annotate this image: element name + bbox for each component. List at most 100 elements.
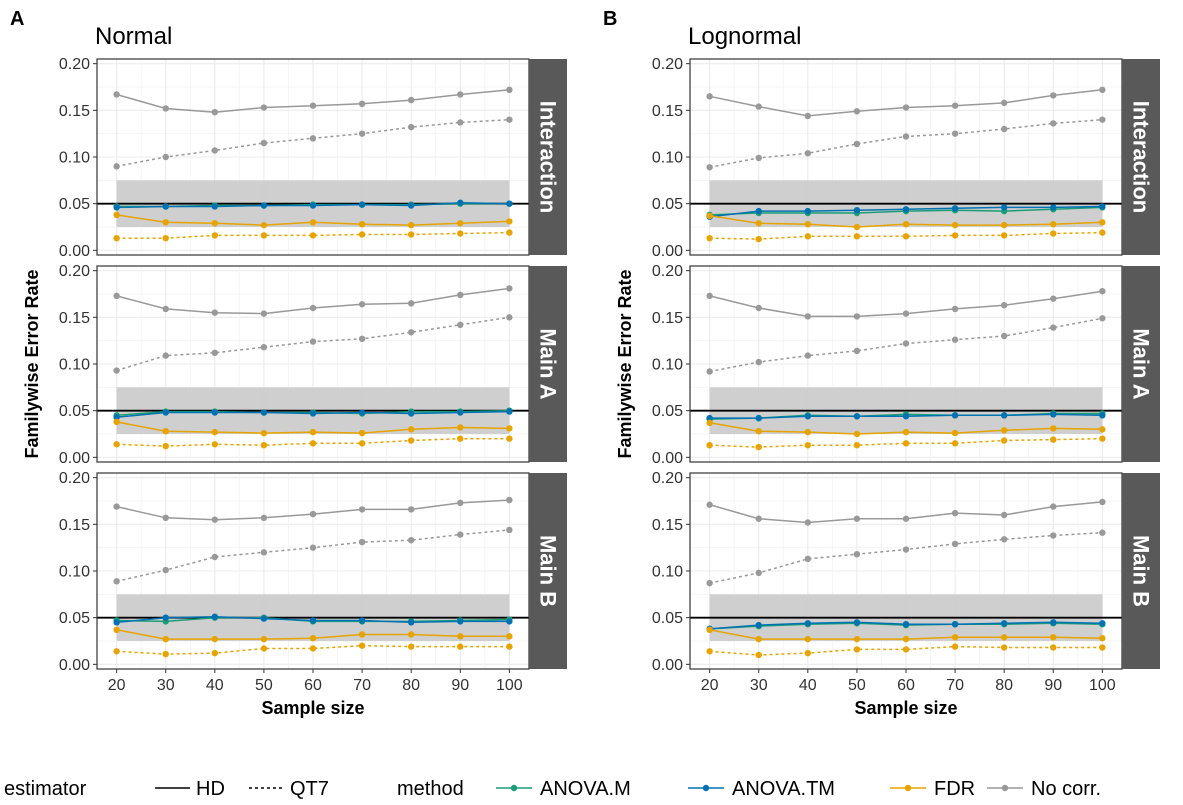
data-point	[1099, 86, 1106, 94]
series-no-corr-qt7	[113, 116, 513, 170]
data-point	[755, 207, 762, 215]
y-tick-label: 0.05	[59, 196, 90, 213]
data-point	[260, 442, 268, 449]
data-point	[113, 578, 120, 585]
data-point	[902, 515, 910, 522]
data-point	[358, 429, 366, 437]
y-axis-title: Familywise Error Rate	[615, 269, 635, 458]
data-point	[113, 418, 120, 426]
data-point	[1000, 332, 1008, 340]
data-point	[1050, 92, 1057, 99]
data-point	[309, 510, 317, 518]
data-point	[162, 566, 169, 574]
data-point	[113, 648, 120, 655]
data-point	[804, 620, 812, 627]
data-point	[853, 635, 861, 643]
data-point	[1050, 324, 1057, 331]
data-point	[1050, 503, 1057, 510]
data-point	[457, 409, 464, 416]
data-point	[113, 414, 120, 421]
y-tick-label: 0.10	[59, 150, 90, 167]
data-point	[1050, 295, 1057, 302]
data-point	[1050, 634, 1057, 641]
data-point	[951, 643, 959, 650]
y-tick-label: 0.00	[59, 657, 90, 674]
series-no-corr-hd	[113, 496, 513, 523]
facet-strip: Interaction	[1122, 59, 1160, 255]
x-tick-label: 50	[848, 677, 866, 694]
data-point	[309, 635, 317, 642]
data-point	[211, 553, 219, 561]
legend-point	[702, 784, 710, 792]
data-point	[506, 86, 513, 94]
y-tick-label: 0.20	[652, 470, 683, 487]
legend-title-estimator: estimator	[4, 778, 87, 800]
data-point	[407, 506, 415, 513]
facet-main-a: 0.00 0.05 0.10 0.15 0.20 Main A	[652, 263, 1160, 467]
y-tick-label: 0.15	[652, 517, 683, 534]
data-point	[358, 617, 366, 624]
x-tick-label: 20	[701, 677, 719, 694]
series-no-corr-qt7	[113, 314, 513, 374]
data-point	[309, 304, 317, 312]
data-point	[902, 133, 910, 140]
legend-key-anova-m: ANOVA.M	[496, 778, 631, 800]
data-point	[211, 649, 219, 657]
legend-title-method: method	[397, 778, 464, 800]
facet-strip: Main A	[529, 266, 567, 462]
data-point	[457, 321, 464, 328]
data-point	[162, 514, 169, 521]
data-point	[1099, 315, 1106, 322]
plots-layer: A Normal Familywise Error Rate 0.00 0.05 0.10…	[10, 8, 1160, 718]
data-point	[211, 635, 219, 643]
series-anova-tm-hd	[113, 408, 513, 421]
y-tick-label: 0.00	[652, 657, 683, 674]
panel-a: A Normal Familywise Error Rate 0.00 0.05 0.10…	[10, 8, 567, 718]
data-point	[309, 338, 317, 345]
x-tick-label: 100	[496, 677, 523, 694]
data-point	[309, 428, 317, 436]
data-point	[804, 150, 812, 157]
facet-strip: Interaction	[529, 59, 567, 255]
panel-title: Lognormal	[688, 23, 801, 50]
data-point	[1000, 302, 1008, 309]
data-point	[407, 619, 415, 626]
data-point	[162, 219, 169, 226]
data-point	[407, 231, 415, 238]
data-point	[358, 538, 366, 546]
data-point	[1000, 99, 1008, 107]
facet-strip: Main A	[1122, 266, 1160, 462]
y-tick-label: 0.15	[652, 310, 683, 327]
strip-label: Interaction	[536, 101, 561, 213]
data-point	[309, 135, 317, 142]
data-point	[113, 204, 120, 211]
series-fdr-hd	[113, 211, 513, 229]
data-point	[755, 358, 762, 366]
data-point	[804, 428, 812, 436]
data-point	[902, 310, 910, 317]
data-point	[113, 235, 120, 242]
data-point	[113, 503, 120, 510]
data-point	[1000, 221, 1008, 229]
data-point	[211, 232, 219, 239]
x-tick-label: 70	[353, 677, 371, 694]
y-tick-label: 0.10	[652, 357, 683, 374]
y-tick-label: 0.00	[59, 243, 90, 260]
data-point	[211, 309, 219, 316]
facet-main-a: 0.00 0.05 0.10 0.15 0.20 Main A	[59, 263, 567, 467]
legend-key-no-corr: No corr.	[987, 778, 1101, 800]
data-point	[260, 221, 268, 229]
x-tick-label: 20	[108, 677, 126, 694]
data-point	[951, 130, 959, 137]
data-point	[1050, 221, 1057, 228]
data-point	[853, 207, 861, 214]
data-point	[162, 235, 169, 242]
data-point	[706, 235, 713, 242]
data-point	[902, 233, 910, 240]
data-point	[113, 211, 120, 219]
data-point	[457, 119, 464, 126]
legend-key-fdr: FDR	[890, 778, 975, 800]
series-fdr-qt7	[706, 435, 1106, 451]
data-point	[755, 235, 762, 243]
